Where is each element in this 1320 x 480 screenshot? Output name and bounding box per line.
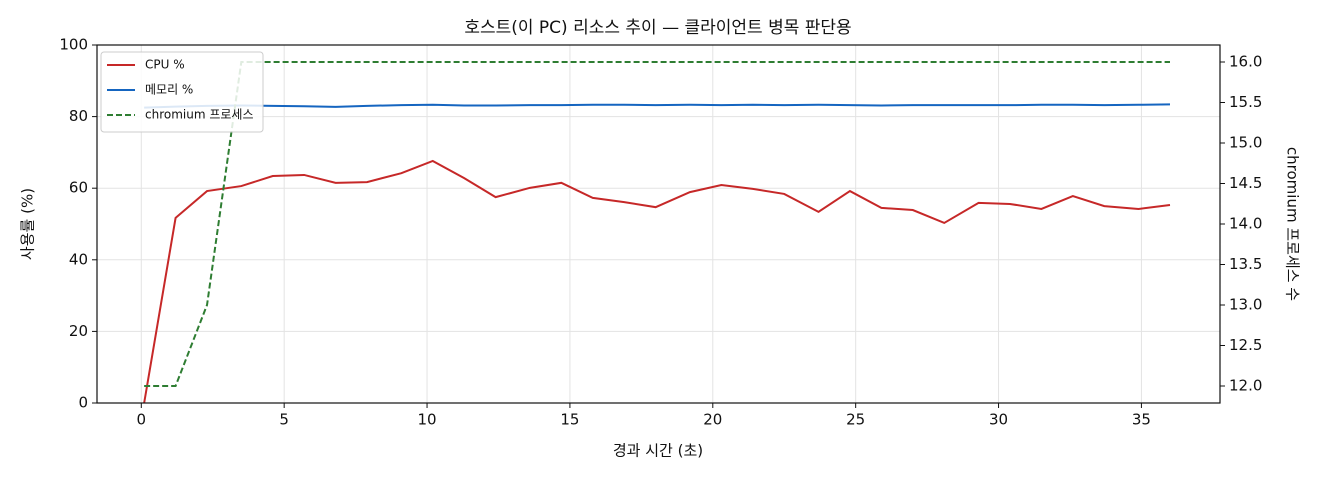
chart-title: 호스트(이 PC) 리소스 추이 — 클라이언트 병목 판단용 — [464, 18, 851, 38]
y2-tick-label: 15.0 — [1229, 134, 1262, 152]
y-axis-label: 사용률 (%) — [19, 188, 37, 260]
x-tick-label: 30 — [989, 411, 1008, 429]
y2-tick-label: 12.5 — [1229, 336, 1262, 354]
legend: CPU % 메모리 % chromium 프로세스 — [100, 51, 264, 133]
y2-tick-label: 14.0 — [1229, 215, 1262, 233]
x-tick-label: 35 — [1132, 411, 1151, 429]
y2-tick-label: 15.5 — [1229, 93, 1262, 111]
plot-frame — [96, 44, 1221, 404]
x-tick-label: 25 — [846, 411, 865, 429]
x-tick-label: 10 — [417, 411, 436, 429]
series-line — [143, 159, 1171, 404]
y2-tick-label: 13.5 — [1229, 255, 1262, 273]
series-line — [144, 61, 1170, 387]
y2-tick-label: 13.0 — [1229, 295, 1262, 313]
x-tick-label: 5 — [279, 411, 289, 429]
y-tick-label: 80 — [69, 107, 88, 125]
legend-label: 메모리 % — [145, 83, 193, 97]
y2-axis-label: chromium 프로세스 수 — [1284, 147, 1302, 301]
y2-tick-label: 12.0 — [1229, 376, 1262, 394]
y-tick-label: 100 — [59, 36, 88, 54]
legend-box — [100, 51, 264, 133]
x-tick-label: 0 — [137, 411, 147, 429]
y2-tick-label: 14.5 — [1229, 174, 1262, 192]
y2-tick-label: 16.0 — [1229, 53, 1262, 71]
x-tick-label: 20 — [703, 411, 722, 429]
y-tick-label: 40 — [69, 250, 88, 268]
x-tick-label: 15 — [560, 411, 579, 429]
y-tick-label: 20 — [69, 322, 88, 340]
series-line — [144, 103, 1171, 109]
legend-label: chromium 프로세스 — [145, 108, 254, 122]
x-axis-label: 경과 시간 (초) — [613, 442, 703, 460]
legend-label: CPU % — [145, 58, 185, 72]
y-tick-label: 0 — [78, 394, 88, 412]
y-tick-label: 60 — [69, 179, 88, 197]
